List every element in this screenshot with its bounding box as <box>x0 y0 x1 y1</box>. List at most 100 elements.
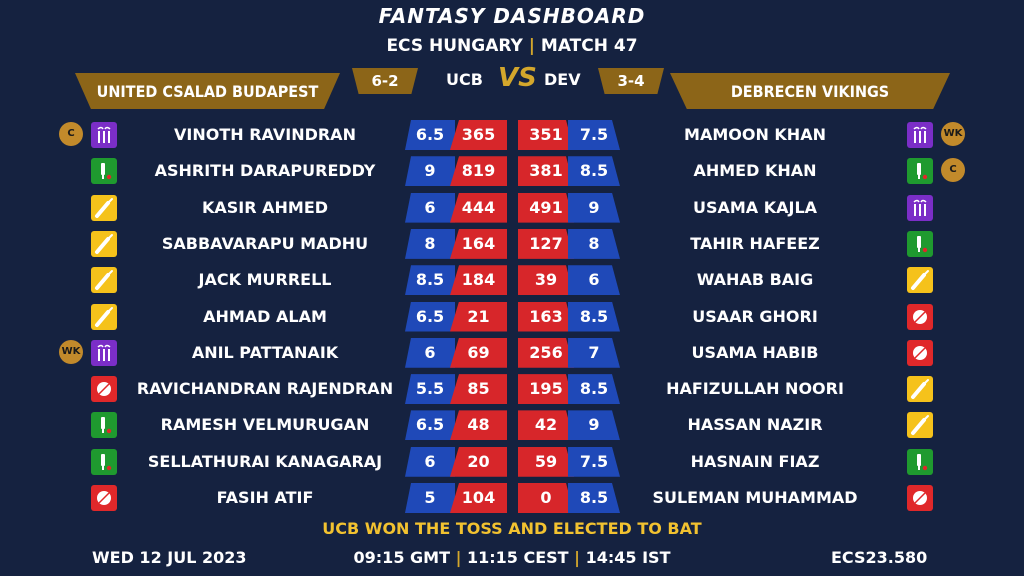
batsman-icon <box>907 412 933 439</box>
batsman-icon <box>907 267 933 294</box>
left-player-name: KASIR AHMED <box>201 197 329 217</box>
keeper-icon <box>907 122 933 148</box>
batsman-icon <box>907 376 933 403</box>
bowler-icon <box>91 485 117 511</box>
left-team-record: 6-2 <box>352 68 418 94</box>
left-player-credits: 5.5 <box>405 374 455 405</box>
batsman-icon <box>91 267 117 294</box>
right-player-credits: 9 <box>568 193 620 223</box>
match-code: ECS23.580 <box>831 548 928 567</box>
right-player-points: 256 <box>518 338 574 368</box>
right-player-points: 195 <box>518 374 574 404</box>
player-row: C VINOTH RAVINDRAN 6.5 365 351 7.5 MAMOON KHAN… <box>0 119 1024 151</box>
player-row: SABBAVARAPU MADHU 8 164 127 8 TAHIR HAFEEZ <box>0 228 1024 260</box>
left-team-banner: UNITED CSALAD BUDAPEST <box>75 73 340 109</box>
player-row: ASHRITH DARAPUREDDY 9 819 381 8.5 AHMED KHAN C <box>0 155 1024 187</box>
right-player-credits: 8 <box>568 229 620 259</box>
bowler-icon <box>91 376 117 403</box>
right-player-credits: 9 <box>568 410 620 440</box>
right-player-credits: 8.5 <box>568 483 620 513</box>
right-player-points: 59 <box>518 447 574 477</box>
keeper-icon <box>907 194 933 221</box>
player-row: SELLATHURAI KANAGARAJ 6 20 59 7.5 HASNAIN FIA… <box>0 446 1024 478</box>
left-player-points: 85 <box>450 374 507 405</box>
allrounder-icon <box>907 158 933 185</box>
allrounder-icon <box>91 448 117 475</box>
left-player-points: 20 <box>450 446 507 477</box>
left-player-name: AHMAD ALAM <box>203 306 327 326</box>
player-row: RAMESH VELMURUGAN 6.5 48 42 9 HASSAN NAZIR <box>0 409 1024 441</box>
right-player-points: 381 <box>518 156 574 186</box>
right-team-banner: DEBRECEN VIKINGS <box>670 73 950 109</box>
bowler-icon <box>907 339 933 366</box>
left-player-points: 819 <box>450 156 507 187</box>
right-player-credits: 7.5 <box>568 120 620 150</box>
left-player-name: RAMESH VELMURUGAN <box>160 415 370 435</box>
batsman-icon <box>91 303 117 330</box>
left-player-points: 69 <box>450 337 507 368</box>
player-row: AHMAD ALAM 6.5 21 163 8.5 USAAR GHORI <box>0 301 1024 333</box>
allrounder-icon <box>907 230 933 257</box>
left-player-credits: 6.5 <box>405 120 455 150</box>
right-player-points: 39 <box>518 265 574 295</box>
right-player-points: 163 <box>518 302 574 332</box>
right-player-credits: 7.5 <box>568 447 620 477</box>
left-player-name: ANIL PATTANAIK <box>191 342 339 362</box>
batsman-icon <box>91 230 117 257</box>
right-team-name: DEBRECEN VIKINGS <box>730 81 890 101</box>
right-player-name: HAFIZULLAH NOORI <box>666 379 844 399</box>
left-player-points: 184 <box>450 265 507 296</box>
right-player-points: 351 <box>518 120 574 150</box>
left-player-points: 365 <box>450 120 507 150</box>
right-player-name: HASNAIN FIAZ <box>690 451 820 471</box>
right-player-name: TAHIR HAFEEZ <box>690 233 820 253</box>
right-player-name: USAMA KAJLA <box>692 197 818 217</box>
subtitle-separator: | <box>528 36 535 56</box>
left-player-name: RAVICHANDRAN RAJENDRAN <box>136 379 394 399</box>
right-player-points: 127 <box>518 229 574 259</box>
right-player-credits: 8.5 <box>568 374 620 404</box>
time-separator: | <box>455 548 462 567</box>
player-row: FASIH ATIF 5 104 0 8.5 SULEMAN MUHAMMAD <box>0 482 1024 514</box>
left-player-credits: 6 <box>405 337 455 368</box>
left-player-badge: C <box>59 122 83 146</box>
left-player-name: VINOTH RAVINDRAN <box>174 125 356 144</box>
left-player-badge: WK <box>59 339 83 364</box>
left-player-points: 164 <box>450 228 507 259</box>
right-player-credits: 8.5 <box>568 302 620 332</box>
left-player-credits: 8.5 <box>405 265 455 296</box>
left-player-points: 104 <box>450 483 507 513</box>
right-player-name: USAAR GHORI <box>692 306 818 326</box>
right-player-name: USAMA HABIB <box>691 342 819 362</box>
left-player-name: JACK MURRELL <box>198 270 332 290</box>
match-times: 09:15 GMT | 11:15 CEST | 14:45 IST <box>0 548 1024 567</box>
allrounder-icon <box>907 448 933 475</box>
right-team-abbr: DEV <box>544 70 581 89</box>
right-player-credits: 6 <box>568 265 620 295</box>
right-player-credits: 7 <box>568 338 620 368</box>
left-player-credits: 6 <box>405 446 455 477</box>
left-player-credits: 9 <box>405 156 455 187</box>
league-name: ECS HUNGARY <box>386 36 523 56</box>
right-player-points: 42 <box>518 410 574 440</box>
left-player-name: SABBAVARAPU MADHU <box>161 233 369 253</box>
right-team-record: 3-4 <box>598 68 664 94</box>
dashboard-title: FANTASY DASHBOARD <box>378 4 646 28</box>
right-player-credits: 8.5 <box>568 156 620 186</box>
left-player-name: FASIH ATIF <box>216 488 314 507</box>
left-player-credits: 6 <box>405 192 455 223</box>
right-player-name: WAHAB BAIG <box>696 270 814 290</box>
bowler-icon <box>907 303 933 330</box>
right-player-badge: WK <box>941 122 965 146</box>
left-player-name: SELLATHURAI KANAGARAJ <box>147 451 383 471</box>
right-player-points: 0 <box>518 483 574 513</box>
player-row: KASIR AHMED 6 444 491 9 USAMA KAJLA <box>0 192 1024 224</box>
allrounder-icon <box>91 158 117 185</box>
allrounder-icon <box>91 412 117 439</box>
bowler-icon <box>907 485 933 511</box>
match-subtitle: ECS HUNGARY | MATCH 47 <box>0 36 1024 56</box>
player-row: RAVICHANDRAN RAJENDRAN 5.5 85 195 8.5 HAFIZUL… <box>0 373 1024 405</box>
vs-logo: VS <box>498 63 537 93</box>
keeper-icon <box>91 339 117 366</box>
match-number: MATCH 47 <box>540 36 638 56</box>
